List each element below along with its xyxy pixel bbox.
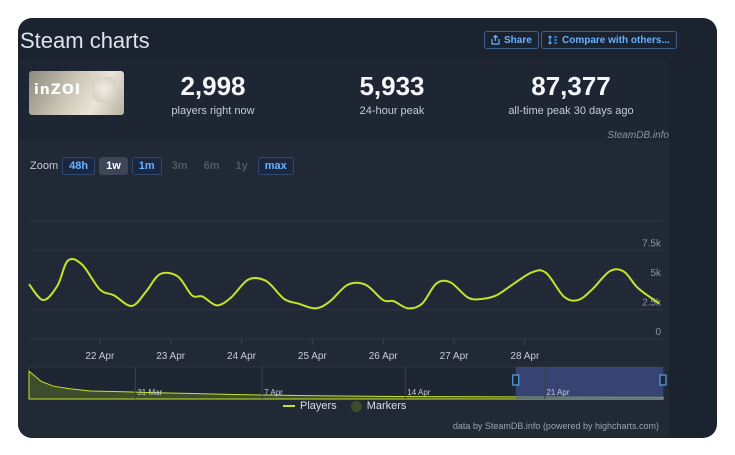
compare-icon xyxy=(548,35,557,45)
x-tick-label: 27 Apr xyxy=(440,351,470,362)
stat-label: players right now xyxy=(171,105,255,117)
x-tick-label: 28 Apr xyxy=(510,351,540,362)
page-title: Steam charts xyxy=(20,28,150,53)
x-tick-label: 22 Apr xyxy=(85,351,115,362)
x-tick-label: 25 Apr xyxy=(298,351,328,362)
game-logo[interactable]: inZOI xyxy=(29,71,124,115)
stat-value: 2,998 xyxy=(180,71,246,101)
x-tick-label: 26 Apr xyxy=(369,351,399,362)
zoom-48h-button[interactable]: 48h xyxy=(62,157,96,175)
y-tick-label: 0 xyxy=(655,327,661,338)
zoom-3m-button[interactable]: 3m xyxy=(171,160,188,172)
navigator-selection[interactable] xyxy=(515,367,663,399)
zoom-1w-button[interactable]: 1w xyxy=(99,157,128,175)
legend-line-icon xyxy=(283,405,295,407)
zoom-label: Zoom xyxy=(30,160,59,172)
legend-label-markers: Markers xyxy=(366,400,407,412)
navigator-label: 21 Apr xyxy=(546,388,569,397)
y-tick-label: 2.5k xyxy=(642,298,662,309)
navigator-handle[interactable] xyxy=(659,374,667,386)
navigator-handle[interactable] xyxy=(512,374,520,386)
cat-image-icon xyxy=(92,77,116,107)
stat-value: 87,377 xyxy=(531,71,611,101)
stat-all-time-peak: 87,377 all-time peak 30 days ago xyxy=(496,71,646,117)
chart-panel: inZOI 2,998 players right now 5,933 24-h… xyxy=(18,61,669,438)
x-tick-label: 23 Apr xyxy=(156,351,186,362)
footer-credit[interactable]: data by SteamDB.info (powered by highcha… xyxy=(452,421,659,431)
player-chart[interactable]: 0 2.5k 5k 7.5k 22 Apr 23 Apr 24 Apr 25 Apr 26 A… xyxy=(18,171,669,411)
zoom-max-button[interactable]: max xyxy=(257,157,294,175)
navigator-label: 7 Apr xyxy=(264,388,283,397)
stat-label: all-time peak 30 days ago xyxy=(508,105,634,117)
navigator-label: 31 Mar xyxy=(137,388,162,397)
source-credit[interactable]: SteamDB.info xyxy=(607,130,669,141)
stat-value: 5,933 xyxy=(359,71,425,101)
share-icon xyxy=(491,35,500,45)
zoom-1m-button[interactable]: 1m xyxy=(131,157,162,175)
stat-24h-peak: 5,933 24-hour peak xyxy=(317,71,467,117)
app-window: Steam charts Share Compare with others..… xyxy=(18,18,717,438)
legend-dot-icon xyxy=(350,400,362,412)
share-label: Share xyxy=(504,34,532,46)
stat-label: 24-hour peak xyxy=(359,105,425,117)
y-tick-label: 7.5k xyxy=(642,239,662,250)
zoom-6m-button[interactable]: 6m xyxy=(203,160,220,172)
navigator[interactable]: 31 Mar 7 Apr 14 Apr 21 Apr xyxy=(28,366,667,400)
stats-bar: inZOI 2,998 players right now 5,933 24-h… xyxy=(18,61,669,141)
game-logo-text: inZOI xyxy=(34,82,82,98)
share-button[interactable]: Share xyxy=(484,31,539,49)
players-series-line xyxy=(28,258,661,310)
zoom-1y-button[interactable]: 1y xyxy=(235,160,248,172)
stat-players-now: 2,998 players right now xyxy=(138,71,288,117)
navigator-label: 14 Apr xyxy=(407,388,430,397)
y-tick-label: 5k xyxy=(650,268,662,279)
compare-button[interactable]: Compare with others... xyxy=(541,31,677,49)
x-tick-label: 24 Apr xyxy=(227,351,257,362)
zoom-bar: Zoom 48h 1w 1m 3m 6m 1y max xyxy=(30,157,294,175)
legend-item-players[interactable]: Players xyxy=(283,400,337,412)
compare-label: Compare with others... xyxy=(562,34,670,46)
legend-label-players: Players xyxy=(300,400,337,412)
chart-legend: Players Markers xyxy=(283,400,406,412)
legend-item-markers[interactable]: Markers xyxy=(350,400,407,412)
